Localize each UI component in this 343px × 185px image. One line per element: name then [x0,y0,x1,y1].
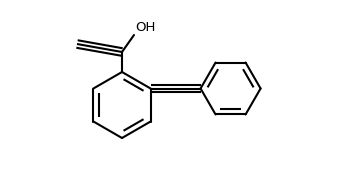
Text: OH: OH [135,21,155,34]
